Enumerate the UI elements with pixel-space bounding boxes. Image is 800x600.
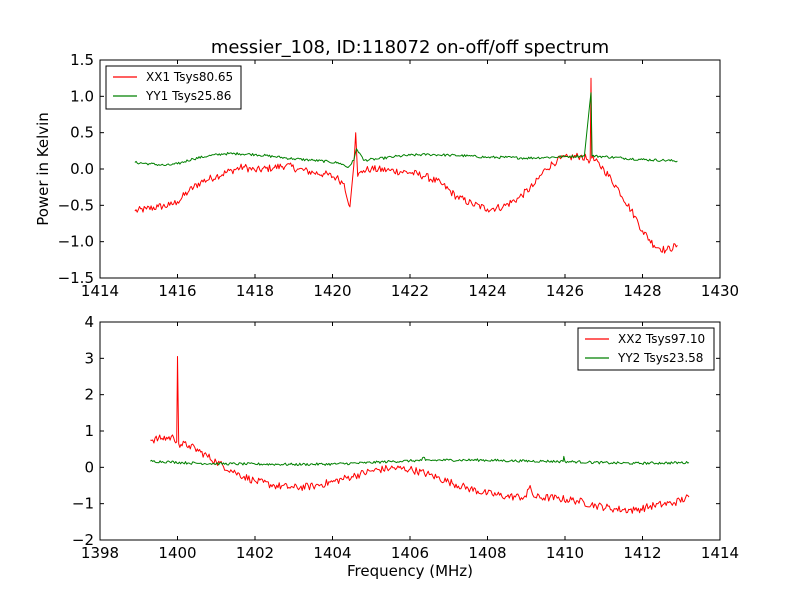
top-x-tick-label: 1424 [468, 282, 506, 300]
top-x-tick-label: 1414 [81, 282, 119, 300]
top-x-tick-label: 1428 [623, 282, 661, 300]
top-legend: XX1 Tsys80.65 YY1 Tsys25.86 [105, 65, 242, 110]
top-y-axis-label: Power in Kelvin [34, 112, 52, 226]
bottom-x-tick-label: 1414 [701, 544, 739, 562]
top-series-line-1 [134, 77, 678, 254]
bottom-x-tick-label: 1412 [623, 544, 661, 562]
top-series-group [134, 77, 678, 254]
top-x-tick-label: 1416 [158, 282, 196, 300]
top-x-tick-label: 1420 [313, 282, 351, 300]
legend-label-yy2: YY2 Tsys23.58 [617, 351, 703, 365]
bottom-x-tick-label: 1400 [158, 544, 196, 562]
bottom-x-tick-label: 1406 [391, 544, 429, 562]
bottom-series-line-1 [150, 356, 690, 514]
bottom-x-tick-label: 1408 [468, 544, 506, 562]
bottom-x-tick-label: 1404 [313, 544, 351, 562]
legend-label-xx1: XX1 Tsys80.65 [146, 70, 233, 84]
bottom-legend: XX2 Tsys97.10 YY2 Tsys23.58 [577, 327, 715, 371]
top-y-tick-label: −1.0 [58, 233, 94, 251]
chart-title: messier_108, ID:118072 on-off/off spectr… [211, 37, 609, 58]
top-axis-ticks: 1414 1416 1418 1420 1422 1424 1426 1428 1430 −1.5… [58, 51, 740, 300]
legend-label-yy1: YY1 Tsys25.86 [145, 89, 231, 103]
bottom-series-group [150, 356, 690, 514]
top-y-tick-label: 0.5 [70, 124, 94, 142]
top-y-tick-label: 1.5 [70, 51, 94, 69]
top-x-tick-label: 1426 [546, 282, 584, 300]
bottom-y-tick-label: 1 [84, 422, 94, 440]
top-y-tick-label: 1.0 [70, 87, 94, 105]
bottom-y-tick-label: 3 [84, 349, 94, 367]
bottom-y-tick-label: 0 [84, 458, 94, 476]
bottom-x-tick-label: 1410 [546, 544, 584, 562]
top-legend-box [105, 65, 242, 110]
bottom-y-tick-label: −1 [72, 495, 94, 513]
bottom-panel: Frequency (MHz) 1398 1400 1402 1404 1406 1408… [72, 313, 739, 580]
top-y-tick-label: 0.0 [70, 160, 94, 178]
bottom-legend-box [577, 327, 715, 371]
bottom-x-axis-label: Frequency (MHz) [347, 562, 473, 580]
top-panel: messier_108, ID:118072 on-off/off spectr… [34, 37, 739, 300]
top-series-line-2 [134, 92, 678, 168]
bottom-axis-ticks: 1398 1400 1402 1404 1406 1408 1410 1412 1414−2−1… [72, 313, 739, 562]
bottom-y-tick-label: 4 [84, 313, 94, 331]
top-y-tick-label: −1.5 [58, 269, 94, 287]
top-y-tick-label: −0.5 [58, 196, 94, 214]
bottom-x-tick-label: 1398 [81, 544, 119, 562]
bottom-series-line-2 [150, 455, 690, 466]
top-x-tick-label: 1418 [236, 282, 274, 300]
legend-label-xx2: XX2 Tsys97.10 [618, 332, 705, 346]
bottom-x-tick-label: 1402 [236, 544, 274, 562]
top-x-tick-label: 1430 [701, 282, 739, 300]
bottom-y-tick-label: 2 [84, 386, 94, 404]
top-x-tick-label: 1422 [391, 282, 429, 300]
bottom-y-tick-label: −2 [72, 531, 94, 549]
